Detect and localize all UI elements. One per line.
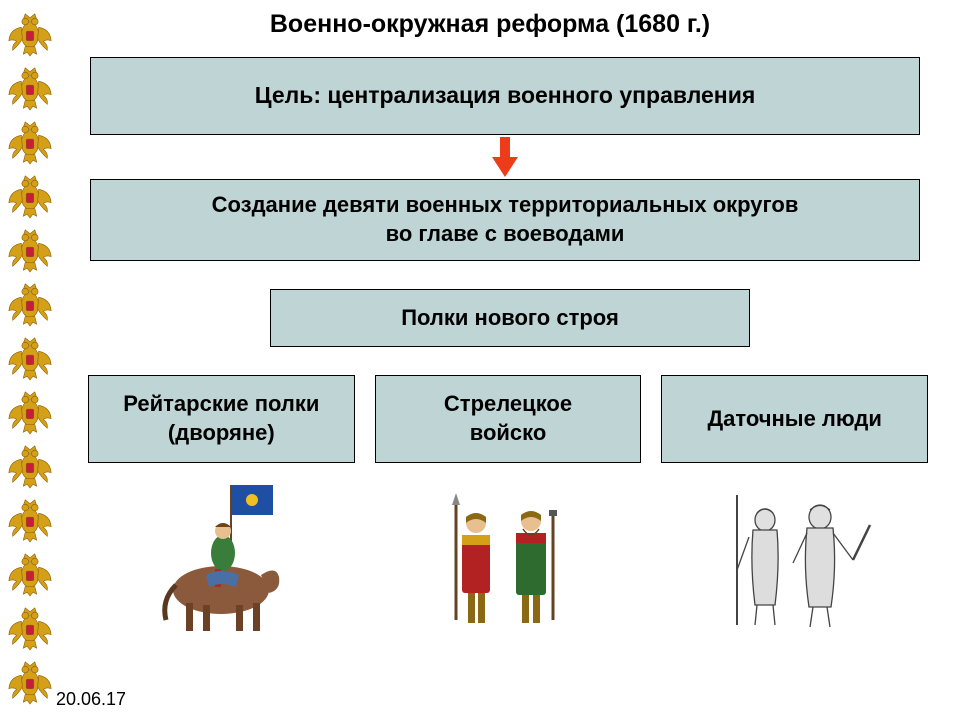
eagle-icon	[4, 386, 56, 438]
reitary-box: Рейтарские полки (дворяне)	[88, 375, 355, 463]
eagle-icon	[4, 8, 56, 60]
eagle-icon	[4, 170, 56, 222]
eagle-decoration-column	[4, 8, 60, 710]
datochnye-text: Даточные люди	[707, 405, 881, 434]
streltsy-line2: войско	[470, 419, 547, 448]
reitary-line1: Рейтарские полки	[123, 390, 319, 419]
eagle-icon	[4, 548, 56, 600]
eagle-icon	[4, 62, 56, 114]
goal-text: Цель: централизация военного управления	[255, 81, 756, 111]
reitary-line2: (дворяне)	[168, 419, 275, 448]
datochnye-box: Даточные люди	[661, 375, 928, 463]
eagle-icon	[4, 602, 56, 654]
creation-line2: во главе с воеводами	[386, 220, 625, 249]
streltsy-line1: Стрелецкое	[444, 390, 572, 419]
eagle-icon	[4, 116, 56, 168]
illustrations-row	[88, 475, 928, 635]
streltsy-box: Стрелецкое войско	[375, 375, 642, 463]
three-columns-row: Рейтарские полки (дворяне) Стрелецкое во…	[88, 375, 928, 463]
date-stamp: 20.06.17	[56, 689, 126, 710]
datochnye-illustration	[661, 475, 928, 635]
horseman-illustration	[88, 475, 355, 635]
regiments-box: Полки нового строя	[270, 289, 750, 347]
eagle-icon	[4, 278, 56, 330]
eagle-icon	[4, 224, 56, 276]
eagle-icon	[4, 440, 56, 492]
goal-box: Цель: централизация военного управления	[90, 57, 920, 135]
streltsy-illustration	[375, 475, 642, 635]
main-content: Военно-окружная реформа (1680 г.) Цель: …	[80, 0, 940, 635]
page-title: Военно-окружная реформа (1680 г.)	[80, 10, 940, 39]
eagle-icon	[4, 656, 56, 708]
creation-line1: Создание девяти военных территориальных …	[212, 191, 799, 220]
creation-box: Создание девяти военных территориальных …	[90, 179, 920, 261]
eagle-icon	[4, 494, 56, 546]
arrow-down	[90, 135, 920, 179]
regiments-text: Полки нового строя	[401, 304, 619, 333]
eagle-icon	[4, 332, 56, 384]
